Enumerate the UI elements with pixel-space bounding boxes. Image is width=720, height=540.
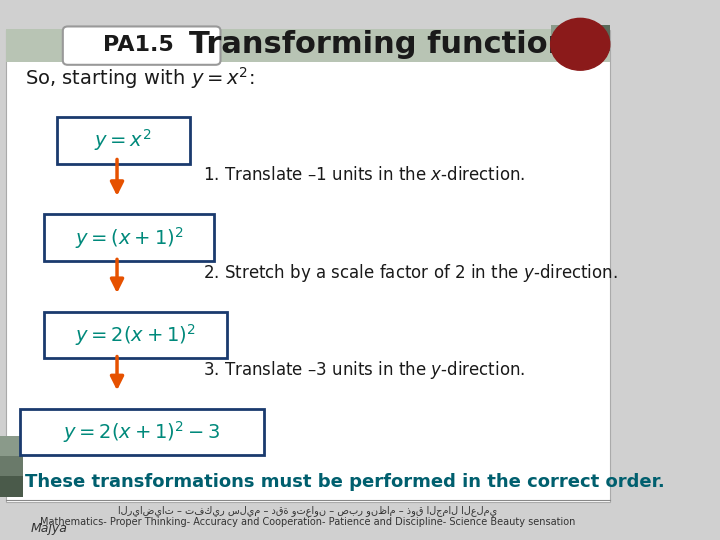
FancyBboxPatch shape bbox=[581, 25, 611, 51]
Circle shape bbox=[551, 18, 610, 70]
Text: 1. Translate –1 units in the $x$-direction.: 1. Translate –1 units in the $x$-directi… bbox=[203, 166, 526, 185]
Text: Mathematics- Proper Thinking- Accuracy and Cooperation- Patience and Discipline-: Mathematics- Proper Thinking- Accuracy a… bbox=[40, 517, 576, 527]
Text: $y = 2(x + 1)^2 - 3$: $y = 2(x + 1)^2 - 3$ bbox=[63, 419, 220, 445]
FancyBboxPatch shape bbox=[63, 26, 220, 65]
Text: 3. Translate –3 units in the $y$-direction.: 3. Translate –3 units in the $y$-directi… bbox=[203, 359, 526, 381]
FancyBboxPatch shape bbox=[6, 30, 610, 502]
FancyBboxPatch shape bbox=[552, 25, 581, 51]
Text: So, starting with $y = x^2$:: So, starting with $y = x^2$: bbox=[24, 65, 254, 91]
Text: Transforming functions: Transforming functions bbox=[189, 30, 588, 59]
Text: $y = x^2$: $y = x^2$ bbox=[94, 127, 152, 153]
FancyBboxPatch shape bbox=[45, 214, 215, 261]
FancyBboxPatch shape bbox=[566, 38, 595, 64]
Text: الرياضيات – تفكير سليم – دقة وتعاون – صبر ونظام – ذوق الجمال العلمي: الرياضيات – تفكير سليم – دقة وتعاون – صب… bbox=[118, 505, 498, 516]
Text: Majya: Majya bbox=[31, 522, 68, 535]
Text: These transformations must be performed in the correct order.: These transformations must be performed … bbox=[24, 472, 665, 491]
FancyBboxPatch shape bbox=[57, 117, 189, 164]
FancyBboxPatch shape bbox=[0, 436, 24, 456]
FancyBboxPatch shape bbox=[0, 476, 24, 497]
Text: $y = 2(x + 1)^2$: $y = 2(x + 1)^2$ bbox=[75, 322, 196, 348]
Text: 2. Stretch by a scale factor of 2 in the $y$-direction.: 2. Stretch by a scale factor of 2 in the… bbox=[203, 262, 618, 284]
FancyBboxPatch shape bbox=[0, 456, 24, 476]
FancyBboxPatch shape bbox=[6, 29, 610, 62]
FancyBboxPatch shape bbox=[19, 409, 264, 455]
FancyBboxPatch shape bbox=[45, 312, 227, 358]
Text: PA1.5: PA1.5 bbox=[103, 35, 174, 56]
Text: $y = (x + 1)^2$: $y = (x + 1)^2$ bbox=[75, 225, 184, 251]
